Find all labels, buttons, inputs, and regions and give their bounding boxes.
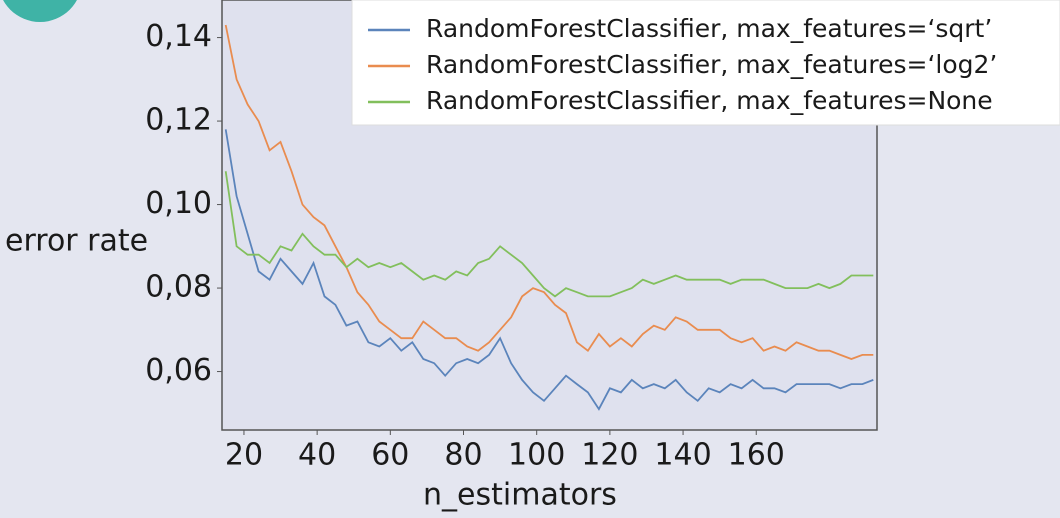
x-tick-label: 20 [225,438,263,473]
y-tick-label: 0,14 [145,19,212,54]
legend-box [351,0,1060,126]
x-tick-label: 100 [508,438,565,473]
series-line [224,129,874,411]
y-axis-label: error rate [5,224,148,259]
x-tick-label: 40 [298,438,336,473]
legend-label: RandomForestClassifier, max_features=‘sq… [426,14,992,43]
series-line [224,171,874,298]
series-line [224,24,874,360]
x-tick-label: 60 [371,438,409,473]
x-axis-label: n_estimators [423,478,617,513]
y-tick-label: 0,06 [145,353,212,388]
x-tick-label: 160 [728,438,785,473]
y-tick-label: 0,12 [145,103,212,138]
x-tick-label: 120 [581,438,638,473]
legend-label: RandomForestClassifier, max_features=‘lo… [426,50,997,79]
y-tick-label: 0,08 [145,270,212,305]
logo-circle [3,0,77,22]
x-tick-label: 80 [444,438,482,473]
x-tick-label: 140 [654,438,711,473]
legend-label: RandomForestClassifier, max_features=Non… [426,86,993,115]
y-tick-label: 0,10 [145,186,212,221]
